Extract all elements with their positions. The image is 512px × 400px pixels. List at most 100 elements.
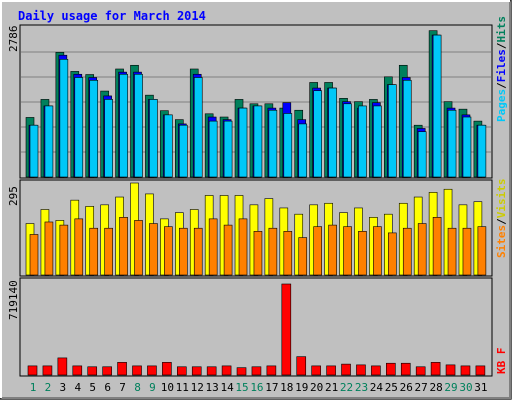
day-label-18: 18 <box>280 381 293 394</box>
visits-bars <box>25 182 487 276</box>
bar-pages-day-18 <box>283 113 293 178</box>
day-label-28: 28 <box>429 381 442 394</box>
bar-kbytes-day-18 <box>281 283 292 376</box>
bar-pages-day-22 <box>343 103 352 178</box>
legend-hits: Hits <box>495 16 508 43</box>
bar-sites-day-26 <box>402 227 412 276</box>
bar-pages-day-16 <box>253 105 263 178</box>
day-label-19: 19 <box>295 381 308 394</box>
bar-pages-day-20 <box>313 90 322 178</box>
chart-title: Daily usage for March 2014 <box>18 9 206 23</box>
day-label-24: 24 <box>370 381 384 394</box>
bar-kbytes-day-6 <box>102 366 112 376</box>
bar-kbytes-day-26 <box>400 362 411 376</box>
day-label-16: 16 <box>250 381 263 394</box>
bar-sites-day-25 <box>388 232 397 276</box>
bar-pages-day-9 <box>149 99 158 178</box>
day-label-6: 6 <box>104 381 111 394</box>
bar-sites-day-4 <box>74 218 84 276</box>
visits-ymax-label: 295 <box>7 186 20 206</box>
bar-sites-day-27 <box>417 223 427 276</box>
day-label-3: 3 <box>60 381 67 394</box>
bar-sites-day-10 <box>164 226 173 276</box>
bar-pages-day-5 <box>89 80 99 178</box>
day-label-25: 25 <box>385 381 398 394</box>
bar-sites-day-23 <box>358 231 367 276</box>
day-label-20: 20 <box>310 381 323 394</box>
day-label-10: 10 <box>161 381 174 394</box>
bar-pages-day-8 <box>134 73 143 178</box>
legend-kb-space <box>495 354 508 361</box>
day-label-29: 29 <box>444 381 457 394</box>
hits-bars <box>25 30 487 178</box>
kbytes-bars <box>27 283 486 376</box>
day-label-30: 30 <box>459 381 472 394</box>
day-label-26: 26 <box>400 381 413 394</box>
bar-kbytes-day-29 <box>445 364 456 376</box>
bar-pages-day-31 <box>477 124 487 178</box>
bar-pages-day-2 <box>44 105 54 178</box>
bar-sites-day-31 <box>477 226 487 276</box>
visits-legend: Sites/Visits <box>495 179 508 259</box>
bar-kbytes-day-13 <box>206 366 217 376</box>
bar-pages-day-15 <box>238 107 248 178</box>
bar-sites-day-3 <box>59 224 69 276</box>
bar-kbytes-day-21 <box>326 365 336 376</box>
bar-pages-day-17 <box>268 109 278 178</box>
bar-sites-day-1 <box>29 234 39 276</box>
day-label-12: 12 <box>191 381 204 394</box>
bar-sites-day-13 <box>208 218 218 276</box>
bar-pages-day-23 <box>358 105 367 178</box>
day-label-15: 15 <box>235 381 248 394</box>
legend-f: F <box>495 348 508 355</box>
bar-sites-day-9 <box>149 223 158 276</box>
bar-sites-day-17 <box>268 227 278 276</box>
legend-separator-3: / <box>495 218 508 225</box>
bar-pages-day-11 <box>179 124 188 178</box>
bar-pages-day-19 <box>298 123 308 178</box>
legend-files: Files <box>495 49 508 82</box>
bar-kbytes-day-1 <box>27 365 38 376</box>
bar-sites-day-18 <box>283 231 293 276</box>
bar-kbytes-day-4 <box>72 365 83 376</box>
hits-legend: Pages/Files/Hits <box>495 16 508 122</box>
bar-kbytes-day-2 <box>42 365 53 376</box>
bar-pages-day-28 <box>432 34 442 178</box>
bar-sites-day-15 <box>238 218 248 276</box>
bar-pages-day-10 <box>164 114 173 178</box>
bar-kbytes-day-20 <box>311 365 321 376</box>
bar-sites-day-21 <box>328 224 337 276</box>
bar-pages-day-27 <box>417 131 427 178</box>
bar-kbytes-day-23 <box>356 364 366 376</box>
day-label-14: 14 <box>220 381 234 394</box>
bar-kbytes-day-27 <box>415 366 426 376</box>
legend-kb: KB <box>495 360 508 374</box>
bar-pages-day-6 <box>104 99 113 178</box>
bar-sites-day-22 <box>343 226 352 276</box>
legend-separator-2: / <box>495 42 508 49</box>
bar-kbytes-day-8 <box>132 365 142 376</box>
bar-pages-day-3 <box>59 59 69 178</box>
bar-pages-day-25 <box>388 84 397 178</box>
bar-sites-day-8 <box>134 220 143 276</box>
day-label-8: 8 <box>134 381 141 394</box>
bar-kbytes-day-3 <box>57 357 68 376</box>
bar-kbytes-day-31 <box>475 365 486 376</box>
day-label-23: 23 <box>355 381 368 394</box>
bar-kbytes-day-9 <box>147 365 157 376</box>
bar-kbytes-day-16 <box>251 366 262 376</box>
day-label-21: 21 <box>325 381 338 394</box>
bar-kbytes-day-12 <box>191 366 202 376</box>
kbytes-legend: KB F <box>495 348 508 375</box>
bar-sites-day-20 <box>313 226 322 276</box>
legend-separator-1: / <box>495 82 508 89</box>
bar-pages-day-24 <box>373 105 382 178</box>
day-label-27: 27 <box>415 381 428 394</box>
kbytes-ymax-label: 719140 <box>7 280 20 320</box>
bar-pages-day-7 <box>119 73 128 178</box>
legend-pages: Pages <box>495 89 508 122</box>
bar-kbytes-day-14 <box>221 365 232 376</box>
bar-kbytes-day-30 <box>460 365 471 376</box>
